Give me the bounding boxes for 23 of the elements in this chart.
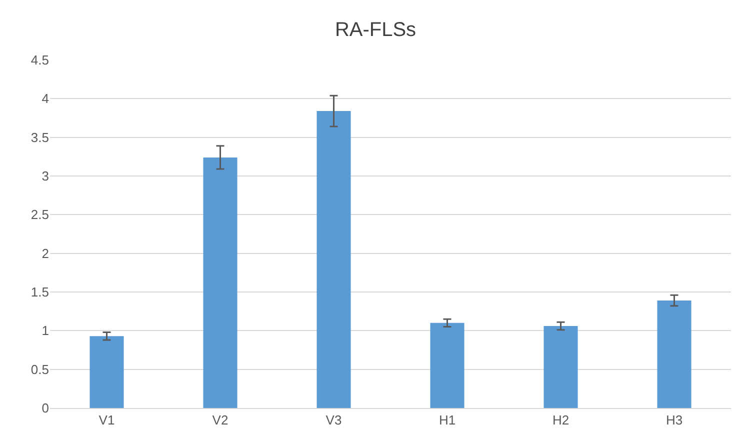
x-tick-label: V3 [326,412,342,428]
x-tick-label: V1 [98,412,115,428]
x-tick-label: H1 [438,412,456,428]
bar [657,300,692,408]
x-tick-label: H2 [552,412,570,428]
y-tick-label: 4 [42,91,49,106]
bar [544,326,578,408]
bar [203,157,238,408]
y-tick-label: 2 [42,246,49,261]
y-tick-label: 0.5 [30,362,49,377]
x-tick-label: V2 [212,412,228,428]
chart-title: RA-FLSs [334,19,416,42]
y-tick-label: 4.5 [30,52,49,68]
bar [90,336,124,408]
y-tick-label: 3 [42,168,49,184]
bar [430,322,464,408]
bar [316,111,351,408]
y-tick-label: 2.5 [30,207,49,222]
y-tick-label: 1 [42,323,49,338]
x-tick-label: H3 [666,412,683,428]
y-tick-label: 0 [42,400,49,416]
y-tick-label: 1.5 [30,284,49,300]
y-tick-label: 3.5 [30,130,49,145]
